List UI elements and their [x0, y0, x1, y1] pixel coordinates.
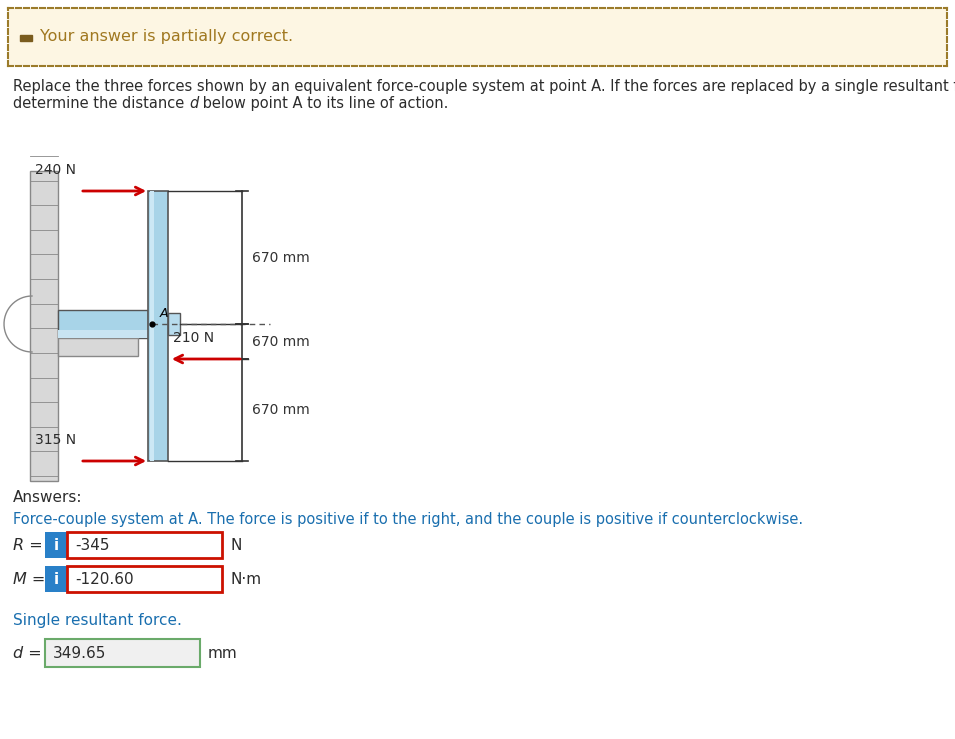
- Text: N: N: [230, 537, 242, 553]
- Bar: [45, 532, 67, 558]
- Text: below point A to its line of action.: below point A to its line of action.: [198, 96, 449, 111]
- Bar: [45, 566, 67, 592]
- Text: -345: -345: [75, 537, 110, 553]
- Text: 670 mm: 670 mm: [252, 335, 309, 349]
- Text: 315 N: 315 N: [35, 433, 76, 447]
- Bar: [168, 313, 180, 335]
- Bar: [67, 566, 222, 592]
- Bar: [45, 639, 200, 667]
- Bar: [8, 8, 947, 66]
- Text: -120.60: -120.60: [75, 571, 134, 587]
- Bar: [20, 35, 32, 41]
- Bar: [58, 330, 148, 338]
- Text: Answers:: Answers:: [13, 490, 82, 505]
- Bar: [150, 191, 154, 461]
- Text: Force-couple system at A. The force is positive if to the right, and the couple : Force-couple system at A. The force is p…: [13, 512, 803, 527]
- Text: A: A: [160, 307, 168, 320]
- Text: 670 mm: 670 mm: [252, 251, 309, 265]
- Text: 210 N: 210 N: [173, 331, 214, 345]
- Text: mm: mm: [208, 645, 238, 661]
- Text: R =: R =: [13, 537, 43, 553]
- Bar: [58, 338, 138, 356]
- Text: 670 mm: 670 mm: [252, 403, 309, 417]
- Text: Single resultant force.: Single resultant force.: [13, 613, 181, 628]
- Bar: [148, 191, 168, 461]
- Text: i: i: [53, 571, 58, 587]
- Bar: [30, 171, 58, 481]
- Text: d: d: [189, 96, 198, 111]
- Text: 240 N: 240 N: [35, 163, 76, 177]
- Text: 349.65: 349.65: [53, 645, 106, 661]
- Text: Replace the three forces shown by an equivalent force-couple system at point A. : Replace the three forces shown by an equ…: [13, 79, 955, 94]
- Text: i: i: [53, 537, 58, 553]
- Bar: [67, 532, 222, 558]
- Text: Your answer is partially correct.: Your answer is partially correct.: [40, 30, 293, 44]
- Text: N·m: N·m: [230, 571, 261, 587]
- Text: d =: d =: [13, 645, 42, 661]
- Text: M =: M =: [13, 571, 45, 587]
- Text: determine the distance: determine the distance: [13, 96, 189, 111]
- Bar: [58, 310, 148, 338]
